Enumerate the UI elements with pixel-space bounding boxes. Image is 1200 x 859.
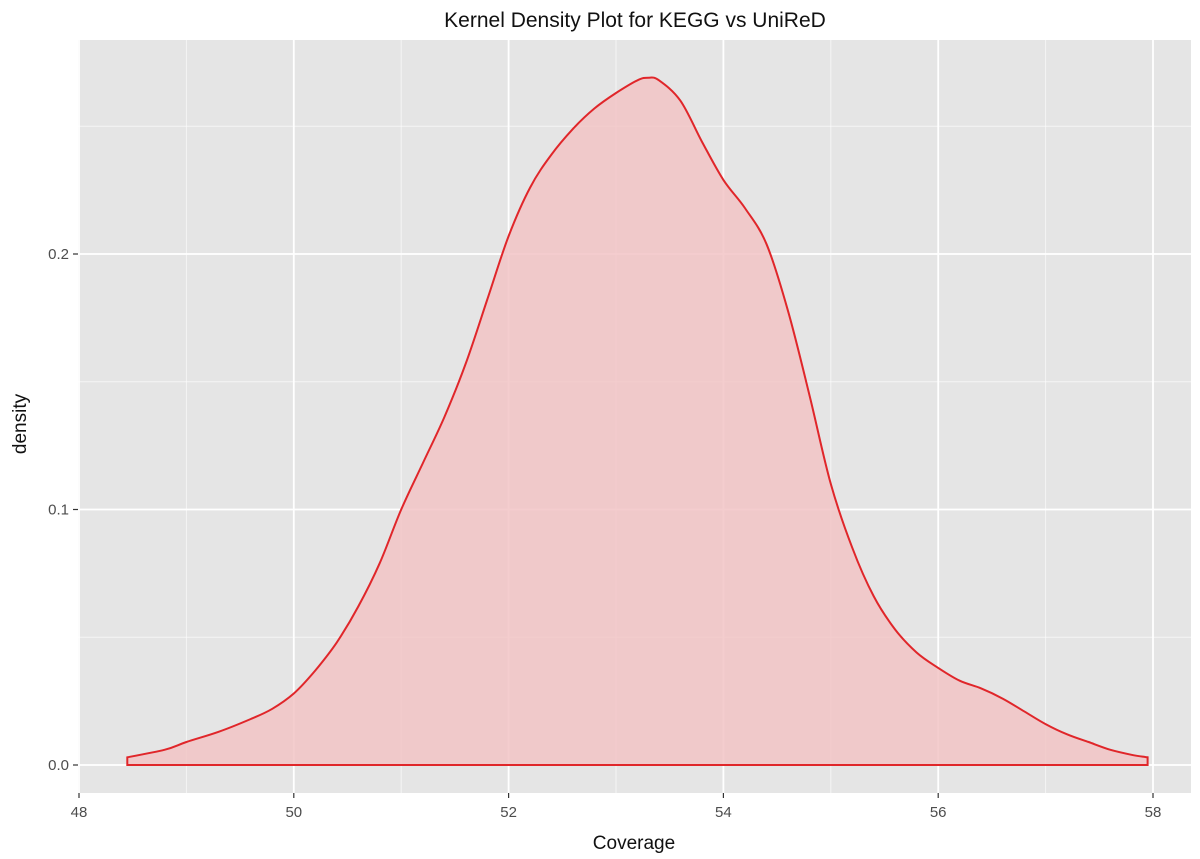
- x-tick-label: 48: [71, 804, 88, 821]
- y-tick-label: 0.0: [48, 757, 69, 774]
- y-tick-label: 0.2: [48, 246, 69, 263]
- y-axis-label: density: [10, 393, 31, 454]
- y-tick-label: 0.1: [48, 502, 69, 519]
- x-tick-label: 56: [930, 804, 947, 821]
- density-area: [126, 76, 1149, 766]
- x-axis-label: Coverage: [593, 833, 675, 854]
- chart-title: Kernel Density Plot for KEGG vs UniReD: [444, 9, 826, 32]
- x-tick-label: 52: [500, 804, 517, 821]
- x-tick-label: 50: [285, 804, 302, 821]
- x-tick-label: 54: [715, 804, 732, 821]
- x-tick-label: 58: [1145, 804, 1162, 821]
- y-axis-ticks: 0.0 0.1 0.2: [48, 246, 78, 774]
- x-axis-ticks: 48 50 52 54 56 58: [71, 793, 1162, 821]
